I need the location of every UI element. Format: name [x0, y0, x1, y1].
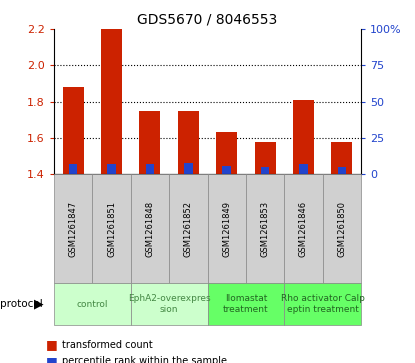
Text: protocol: protocol	[0, 299, 43, 309]
Bar	[293, 100, 314, 174]
Bar	[69, 164, 77, 174]
Text: transformed count: transformed count	[62, 340, 153, 350]
Text: GSM1261853: GSM1261853	[261, 201, 270, 257]
Title: GDS5670 / 8046553: GDS5670 / 8046553	[137, 12, 278, 26]
Bar	[146, 164, 154, 174]
Text: percentile rank within the sample: percentile rank within the sample	[62, 356, 227, 363]
Bar	[139, 111, 161, 174]
Text: control: control	[77, 299, 108, 309]
Bar	[254, 142, 276, 174]
Bar	[338, 167, 346, 174]
Bar	[299, 164, 308, 174]
Bar	[184, 163, 193, 174]
Text: ■: ■	[46, 338, 57, 351]
Bar	[63, 87, 84, 174]
Bar	[261, 167, 269, 174]
Text: Rho activator Calp
eptin treatment: Rho activator Calp eptin treatment	[281, 294, 365, 314]
Text: Ilomastat
treatment: Ilomastat treatment	[223, 294, 269, 314]
Bar	[331, 142, 352, 174]
Text: EphA2-overexpres
sion: EphA2-overexpres sion	[128, 294, 210, 314]
Text: GSM1261852: GSM1261852	[184, 201, 193, 257]
Text: ▶: ▶	[34, 298, 44, 310]
Text: ■: ■	[46, 355, 57, 363]
Text: GSM1261851: GSM1261851	[107, 201, 116, 257]
Bar	[178, 111, 199, 174]
Text: GSM1261849: GSM1261849	[222, 201, 231, 257]
Bar	[216, 132, 237, 174]
Bar	[101, 29, 122, 174]
Text: GSM1261848: GSM1261848	[145, 201, 154, 257]
Text: GSM1261847: GSM1261847	[68, 201, 78, 257]
Text: GSM1261846: GSM1261846	[299, 201, 308, 257]
Text: GSM1261850: GSM1261850	[337, 201, 347, 257]
Bar	[107, 164, 116, 174]
Bar	[222, 166, 231, 174]
